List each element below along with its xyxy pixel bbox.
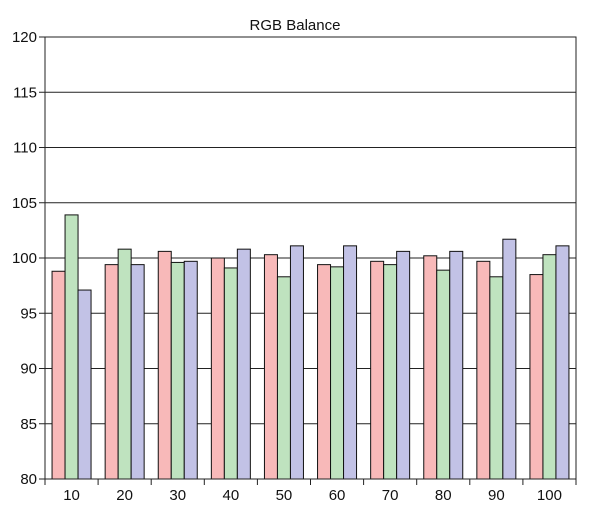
- x-tick-label: 50: [276, 487, 293, 504]
- bar-series-1-20: [104, 264, 119, 480]
- y-tick-label: 100: [12, 250, 37, 267]
- bar-series-1-70: [370, 260, 385, 480]
- y-tick-labels: 80 85 90 95 100 105 110 115 120: [12, 29, 37, 488]
- y-tick-label: 105: [12, 195, 37, 212]
- bar-series-2-20: [117, 248, 132, 480]
- bar-series-3-70: [396, 250, 411, 480]
- bar-series-2-90: [489, 276, 504, 480]
- y-tick-label: 110: [13, 140, 37, 157]
- bar-series-2-30: [170, 261, 185, 480]
- bar-series-1-90: [476, 260, 491, 480]
- bar-series-1-60: [317, 264, 332, 480]
- bar-series-3-20: [130, 264, 145, 480]
- bar-series-2-60: [330, 266, 345, 480]
- x-tick-label: 40: [223, 487, 240, 504]
- y-tick-label: 120: [12, 29, 37, 46]
- y-tick-label: 95: [20, 305, 37, 322]
- y-tick-label: 80: [20, 471, 37, 488]
- bar-series-2-50: [276, 276, 291, 480]
- bar-series-2-100: [542, 254, 557, 480]
- bar-series-3-40: [236, 248, 251, 480]
- bar-series-2-40: [223, 267, 238, 480]
- x-tick-label: 10: [63, 487, 80, 504]
- bar-series-1-30: [157, 250, 172, 480]
- x-tick-labels: 10 20 30 40 50 60 70 80 90 100: [63, 487, 562, 504]
- bar-series-1-80: [423, 255, 438, 480]
- axes: [39, 36, 577, 485]
- bar-series-3-50: [289, 245, 304, 480]
- bar-series-1-10: [51, 270, 66, 480]
- bar-series-3-10: [77, 289, 92, 480]
- bar-series-3-90: [502, 238, 517, 480]
- bar-series-2-10: [64, 214, 79, 480]
- bars: [51, 214, 570, 480]
- bar-series-1-50: [263, 254, 278, 480]
- y-tick-label: 85: [20, 416, 37, 433]
- bar-series-1-100: [529, 274, 544, 480]
- x-tick-label: 90: [488, 487, 505, 504]
- y-tick-label: 90: [20, 361, 37, 378]
- x-tick-label: 80: [435, 487, 452, 504]
- chart-title: RGB Balance: [250, 17, 341, 34]
- bar-series-3-80: [449, 250, 464, 480]
- x-tick-label: 20: [116, 487, 133, 504]
- y-tick-label: 115: [13, 84, 37, 101]
- x-tick-label: 60: [329, 487, 346, 504]
- bar-series-3-60: [343, 245, 358, 480]
- bar-series-3-30: [183, 260, 198, 480]
- plot-frame: [44, 36, 577, 480]
- bar-series-3-100: [555, 245, 570, 480]
- bar-series-2-80: [436, 269, 451, 480]
- x-tick-label: 100: [537, 487, 562, 504]
- x-tick-label: 70: [382, 487, 399, 504]
- bar-series-2-70: [383, 264, 398, 480]
- bar-series-1-40: [210, 257, 225, 480]
- x-tick-label: 30: [169, 487, 186, 504]
